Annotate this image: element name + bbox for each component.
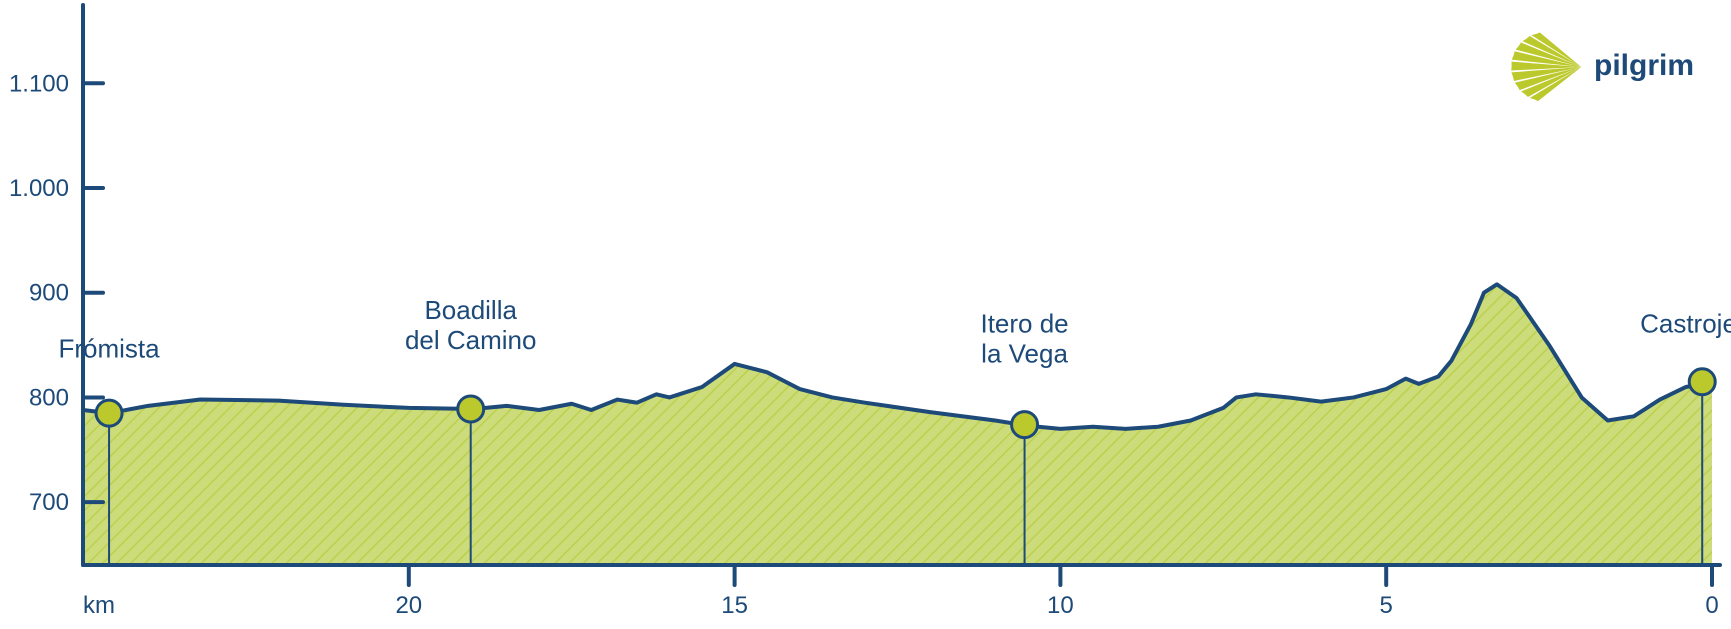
- town-marker: [458, 396, 484, 422]
- town-label: del Camino: [405, 325, 537, 355]
- town-marker: [1012, 412, 1038, 438]
- town-label: Boadilla: [424, 295, 517, 325]
- x-tick-label: 5: [1380, 592, 1393, 619]
- y-tick-label: 700: [29, 489, 69, 516]
- x-tick-label: 0: [1705, 592, 1718, 619]
- town-marker: [1689, 369, 1715, 395]
- x-tick-label: 10: [1047, 592, 1074, 619]
- elevation-chart: 700 800 900 1.000 1.100 0 5 10 15 20 km Frómista Boa…: [0, 0, 1731, 629]
- town-label: Castrojeriz: [1640, 309, 1731, 339]
- x-tick-label: 20: [395, 592, 422, 619]
- town-label: Itero de: [980, 309, 1068, 339]
- town-marker: [96, 400, 122, 426]
- town-label: Frómista: [59, 334, 161, 364]
- x-unit-label: km: [83, 592, 115, 619]
- logo-text: pilgrim: [1594, 49, 1694, 82]
- y-tick-label: 1.100: [9, 70, 69, 97]
- y-tick-label: 1.000: [9, 175, 69, 202]
- town-label: la Vega: [981, 339, 1068, 369]
- y-tick-label: 900: [29, 280, 69, 307]
- y-tick-label: 800: [29, 384, 69, 411]
- x-tick-label: 15: [721, 592, 748, 619]
